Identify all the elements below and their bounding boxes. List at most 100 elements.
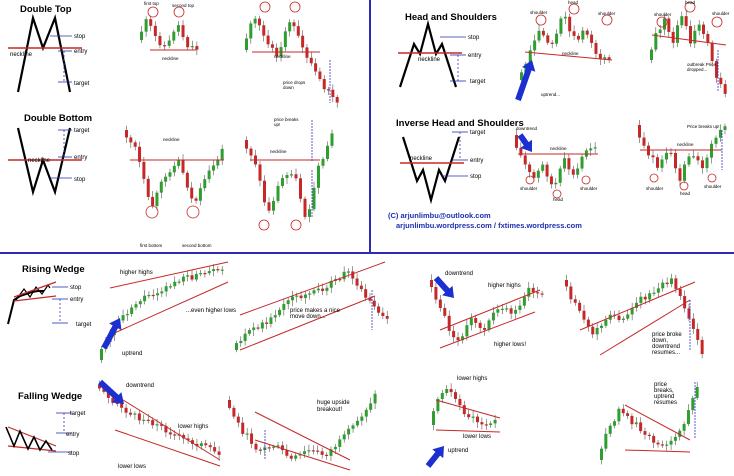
fw1-candle <box>133 413 137 415</box>
fw2-candle <box>364 409 368 417</box>
rw4-candle <box>670 278 673 285</box>
head-shoulders-entry-label: entry <box>468 53 481 59</box>
rw4-candle <box>635 302 638 308</box>
ihs2-head: head <box>680 191 691 196</box>
fw4-candle <box>673 436 677 441</box>
fw1-candle <box>137 413 141 421</box>
rw3-candle <box>469 318 473 326</box>
ihs2-shoulder-right: shoulder <box>704 184 722 189</box>
rw2-lower <box>239 295 376 351</box>
inverse-hs-title: Inverse Head and Shoulders <box>396 118 524 129</box>
hs2-head: head <box>685 0 696 5</box>
double-top-stop-label: stop <box>74 34 86 40</box>
db1-candle <box>207 170 211 180</box>
rw4-candle <box>639 296 643 303</box>
hs1-candle <box>533 40 537 51</box>
fw2-candle <box>369 403 373 410</box>
rw3-candle <box>487 320 491 330</box>
fw2-candle <box>303 451 306 454</box>
double-top-target-label: target <box>74 81 90 87</box>
dt1-candle <box>172 31 176 41</box>
dt2-price-drops: down <box>283 85 294 90</box>
fw1-downtrend: downtrend <box>126 383 154 389</box>
rw4-candle <box>600 325 603 328</box>
fw3-lower-highs: lower highs <box>457 376 487 382</box>
hs2-candle <box>667 18 671 32</box>
db1-candle <box>185 172 189 188</box>
ihs1-candle <box>589 148 593 151</box>
fw3-candle <box>454 392 457 399</box>
fw3-lower-lows: lower lows <box>463 434 491 440</box>
fw4-candle <box>604 433 608 449</box>
rw2-candle <box>381 312 385 316</box>
db1-candle <box>125 130 128 138</box>
fw3-candle <box>493 419 497 424</box>
ihs1-candle <box>554 182 558 185</box>
db2-candle <box>290 174 293 176</box>
rw3-candle <box>438 299 442 308</box>
fw4-candle <box>634 422 638 425</box>
highlight-circle <box>649 173 659 183</box>
rw3-candle <box>518 305 522 310</box>
hs2-outbreak: outbreak Price <box>687 62 717 67</box>
ihs1-candle <box>576 168 580 175</box>
ihs1-candle <box>571 169 575 175</box>
hs1-candle <box>541 30 545 36</box>
highlight-circle <box>581 175 591 185</box>
hs1-candle <box>563 16 567 19</box>
dt2-candle <box>270 44 274 48</box>
ihs2-candle <box>638 125 641 138</box>
rw1-candle <box>147 294 151 297</box>
rw4-candle <box>586 319 590 327</box>
db1-candle <box>220 148 224 160</box>
fw4-candle <box>617 408 621 422</box>
rw2-candle <box>377 306 381 313</box>
ihs2-candle <box>705 157 709 169</box>
fw1-candle <box>173 434 177 436</box>
falling-wedge-lower <box>7 445 57 452</box>
hs1-candle <box>576 35 580 40</box>
hs1-neckline <box>524 51 613 61</box>
ihs2-candle <box>714 137 718 144</box>
rw3-candle <box>496 309 500 313</box>
hs2-candle <box>706 33 710 43</box>
dt2-candle <box>262 25 266 36</box>
db2-candle <box>294 174 298 179</box>
rising-wedge-entry-label: entry <box>70 297 83 303</box>
fw2-candle <box>329 449 333 456</box>
fw1-candle <box>151 420 155 426</box>
fw4-candle <box>678 430 682 437</box>
fw4-candle <box>608 425 612 434</box>
rw3-candle <box>500 308 504 310</box>
dt2-candle <box>305 47 309 58</box>
rw3-candle <box>531 287 535 293</box>
rw4-candle <box>648 293 652 300</box>
rw1-candle <box>164 286 168 292</box>
db1-candle <box>129 137 133 143</box>
dt2-candle <box>322 79 326 90</box>
db1-first-bottom: first bottom <box>140 243 163 248</box>
fw2-candle <box>245 433 249 435</box>
hs1-candle <box>546 35 550 43</box>
ihs2-price-breaks: Price breaks up! <box>687 124 720 129</box>
db2-candle <box>258 164 262 181</box>
fw2-candle <box>338 439 342 447</box>
rw2-candle <box>355 278 359 286</box>
highlight-circle <box>679 181 689 191</box>
fw3-candle <box>445 388 449 394</box>
rw4-candle <box>630 307 634 315</box>
hs1-candle <box>607 57 611 60</box>
rw2-candle <box>295 295 299 297</box>
rw4-candle <box>652 292 656 294</box>
ihs1-candle <box>567 158 571 170</box>
ihs1-candle <box>523 155 527 165</box>
fw3-candle <box>489 423 493 426</box>
dt1-candle <box>186 37 190 48</box>
highlight-circle <box>258 219 270 231</box>
dt1-candle <box>195 46 199 50</box>
fw1-candle <box>208 445 212 448</box>
rw3-candle <box>536 292 540 294</box>
fw4-price-breaks: uptrend <box>654 394 674 400</box>
db1-candle <box>198 188 202 201</box>
rw2-candle <box>278 309 282 316</box>
